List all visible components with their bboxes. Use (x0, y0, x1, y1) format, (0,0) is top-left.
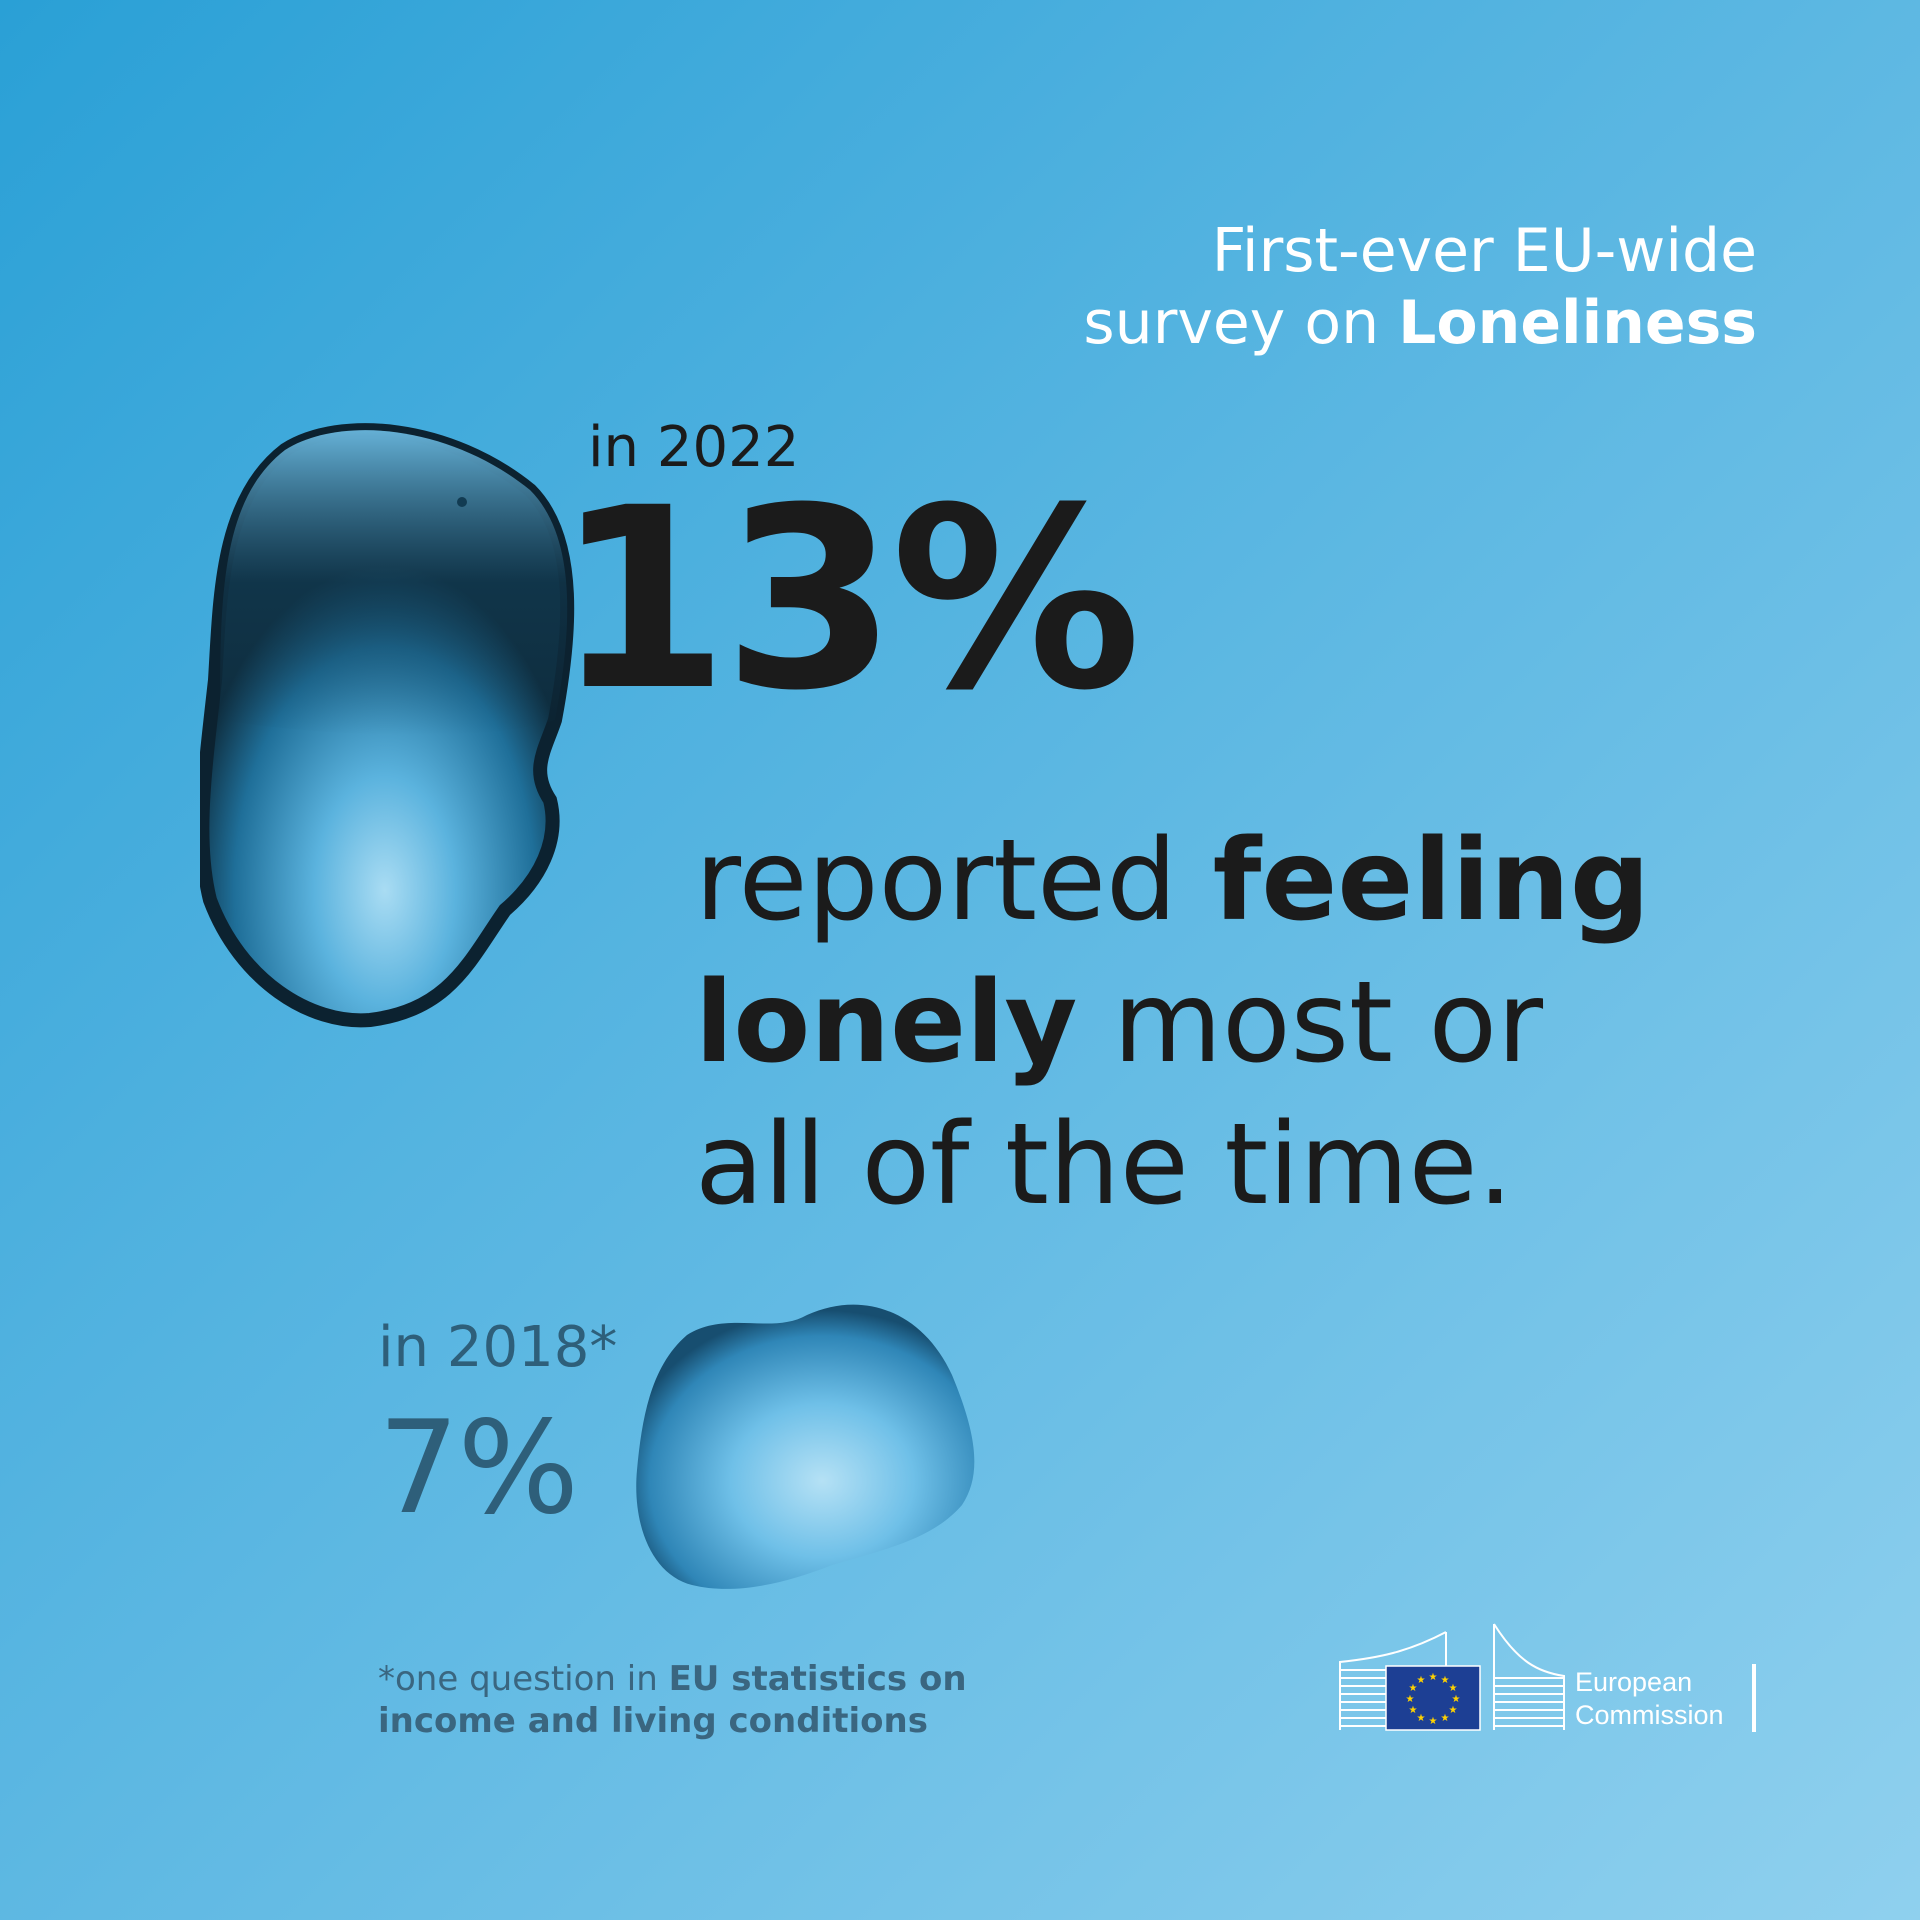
svg-text:★: ★ (1417, 1675, 1426, 1686)
statement-text-lonely: lonely (695, 958, 1078, 1088)
ec-logo-divider (1752, 1664, 1756, 1732)
svg-text:★: ★ (1441, 1675, 1450, 1686)
statement-text-reported: reported (695, 816, 1213, 946)
footnote-line2: income and living conditions (378, 1700, 967, 1742)
svg-text:★: ★ (1429, 1716, 1438, 1727)
svg-text:★: ★ (1441, 1713, 1450, 1724)
ec-building-right (1493, 1623, 1565, 1730)
year-2018-label: in 2018* (378, 1315, 618, 1380)
statement-line1: reported feeling (695, 810, 1795, 952)
statement-line3: all of the time. (695, 1100, 1514, 1230)
svg-text:★: ★ (1417, 1713, 1426, 1724)
statement-text-feeling: feeling (1212, 816, 1651, 946)
footnote: *one question in EU statistics on income… (378, 1658, 967, 1742)
svg-text:★: ★ (1452, 1694, 1461, 1705)
footnote-prefix: *one question in (378, 1659, 669, 1699)
ec-logo-line2: Commission (1575, 1700, 1724, 1730)
svg-text:★: ★ (1406, 1694, 1415, 1705)
footnote-source-line2: income and living conditions (378, 1701, 928, 1741)
stat-2022-value: 13% (555, 454, 1141, 745)
water-drop-small (636, 1304, 975, 1589)
stat-statement: reported feeling lonely most or all of t… (695, 810, 1795, 1236)
survey-title-topic: Loneliness (1398, 288, 1757, 358)
survey-title: First-ever EU-wide survey on Loneliness (1083, 215, 1757, 359)
ec-logo-line1: European (1575, 1667, 1693, 1697)
survey-title-prefix: survey on (1083, 288, 1399, 358)
ec-logo-text: European Commission (1575, 1666, 1724, 1732)
year-2022-label: in 2022 (588, 415, 800, 480)
ec-building-icon: ★ ★★ ★★★ ★★★ ★★★ (1339, 1623, 1565, 1731)
svg-text:★: ★ (1409, 1683, 1418, 1694)
svg-text:★: ★ (1429, 1672, 1438, 1683)
statement-text-most-or: most or (1077, 958, 1544, 1088)
footnote-source-line1: EU statistics on (668, 1659, 967, 1699)
statement-line2: lonely most or (695, 952, 1795, 1094)
svg-text:★: ★ (1409, 1705, 1418, 1716)
stat-2018-value: 7% (378, 1394, 579, 1543)
svg-text:★: ★ (1449, 1705, 1458, 1716)
footnote-line1: *one question in EU statistics on (378, 1658, 967, 1700)
survey-title-line1: First-ever EU-wide (1211, 216, 1757, 286)
svg-text:★: ★ (1449, 1683, 1458, 1694)
survey-title-line2: survey on Loneliness (1083, 287, 1757, 359)
eu-flag-icon: ★ ★★ ★★★ ★★★ ★★★ (1385, 1665, 1481, 1731)
water-drop-large (200, 423, 575, 1028)
european-commission-logo: ★ ★ ★ ★ ★ ★ ★ ★ ★ ★ ★ ★ European Commission (1338, 1622, 1758, 1734)
